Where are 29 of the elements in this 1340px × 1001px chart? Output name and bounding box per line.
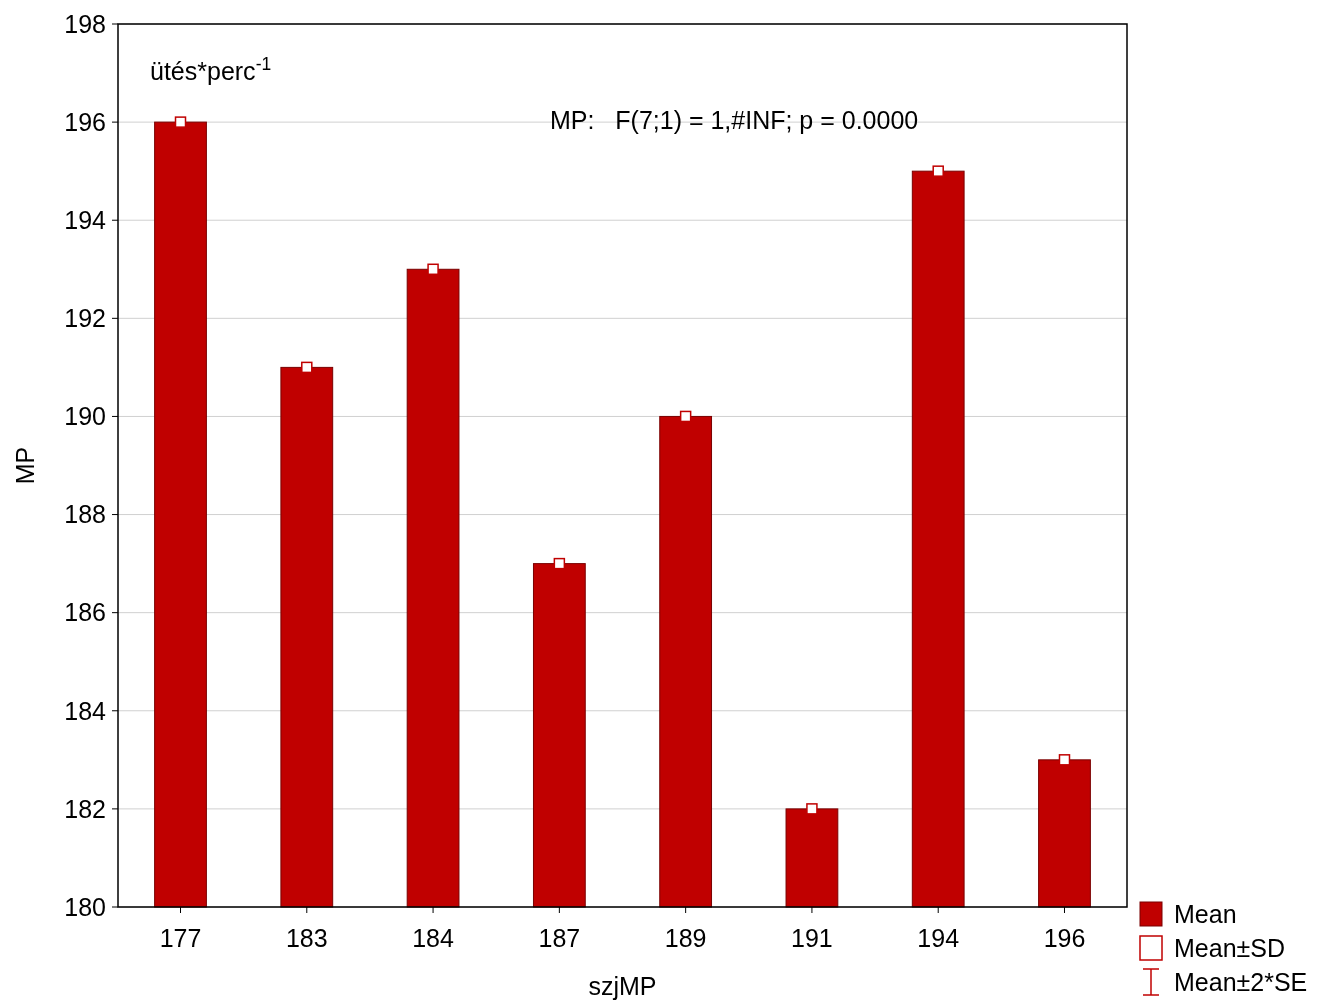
y-tick-label: 180 bbox=[64, 892, 106, 921]
x-tick-label: 189 bbox=[664, 924, 707, 952]
y-tick-label: 190 bbox=[64, 402, 106, 431]
legend-label: Mean±2*SE bbox=[1174, 967, 1308, 996]
annotation: ütés*perc$^{-1}$ bbox=[150, 54, 272, 85]
legend-label: Mean bbox=[1174, 899, 1237, 928]
y-tick-label: 194 bbox=[64, 205, 107, 234]
x-tick-label: 184 bbox=[412, 924, 455, 952]
x-tick-label: 194 bbox=[917, 924, 960, 952]
y-tick-label: 188 bbox=[64, 500, 106, 529]
y-tick-label: 182 bbox=[64, 794, 106, 823]
x-tick-label: 191 bbox=[791, 924, 833, 952]
point bbox=[174, 116, 187, 128]
y-tick-label: 192 bbox=[64, 304, 106, 333]
y-tick-label: 184 bbox=[64, 696, 107, 725]
x-axis-title: szjMP bbox=[588, 972, 657, 1000]
x-tick-label: 177 bbox=[159, 924, 202, 952]
x-tick-label: 183 bbox=[285, 924, 328, 952]
x-tick-label: 187 bbox=[538, 924, 581, 952]
point bbox=[806, 803, 818, 815]
annotation: MP: F(7;1) = 1,#INF; p = 0.0000 bbox=[550, 106, 919, 134]
y-tick-label: 198 bbox=[64, 9, 106, 38]
point bbox=[1058, 754, 1071, 766]
point bbox=[932, 165, 944, 177]
y-axis-title: MP bbox=[11, 446, 39, 485]
x-tick-label: 196 bbox=[1043, 924, 1086, 952]
y-tick-label: 186 bbox=[64, 598, 106, 627]
legend-label: Mean±SD bbox=[1174, 933, 1285, 962]
y-tick-label: 196 bbox=[64, 107, 106, 136]
